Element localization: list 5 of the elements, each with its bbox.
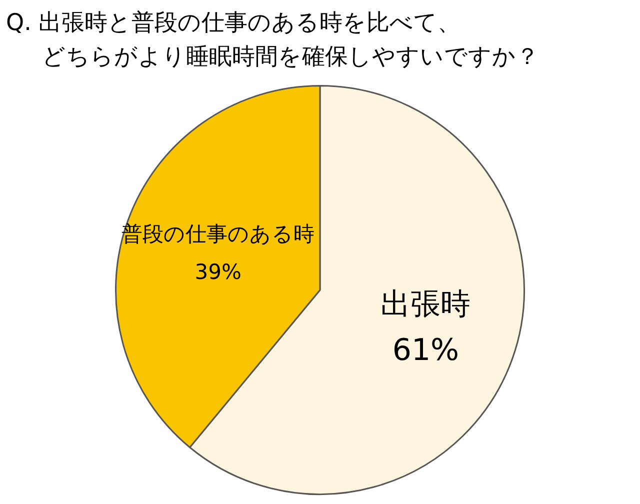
chart-subtitle: どちらがより睡眠時間を確保しやすいですか？ [41,43,539,72]
chart-title: Q. 出張時と普段の仕事のある時を比べて、 [6,9,462,38]
slice-label: 出張時 [380,286,471,322]
data-label: 61% [392,332,460,368]
data-label: 39% [194,260,242,284]
